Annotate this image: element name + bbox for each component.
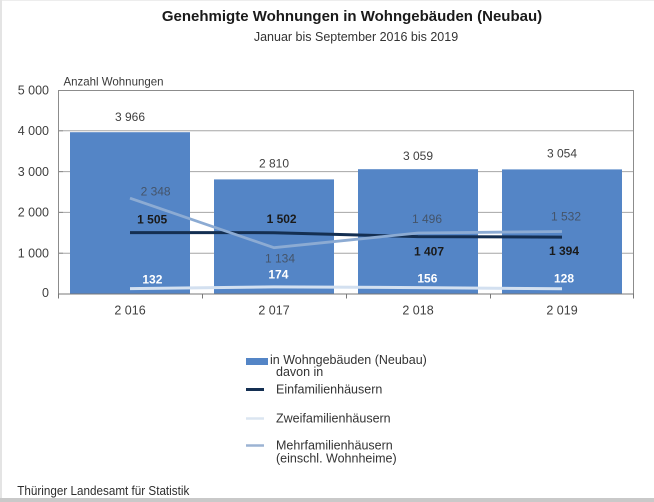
svg-text:3 000: 3 000 bbox=[18, 165, 49, 179]
svg-text:Anzahl Wohnungen: Anzahl Wohnungen bbox=[64, 74, 164, 88]
svg-text:in Wohngebäuden (Neubau): in Wohngebäuden (Neubau) bbox=[270, 353, 427, 367]
svg-text:128: 128 bbox=[554, 272, 574, 286]
svg-text:Mehrfamilienhäusern: Mehrfamilienhäusern bbox=[276, 439, 393, 453]
svg-text:4 000: 4 000 bbox=[18, 124, 49, 138]
svg-text:2 018: 2 018 bbox=[402, 304, 433, 318]
svg-text:2 000: 2 000 bbox=[18, 206, 49, 220]
svg-text:1 134: 1 134 bbox=[265, 252, 295, 266]
svg-text:1 532: 1 532 bbox=[551, 209, 581, 223]
svg-text:3 966: 3 966 bbox=[115, 110, 145, 124]
svg-text:3 059: 3 059 bbox=[403, 149, 433, 163]
svg-text:2 810: 2 810 bbox=[259, 157, 289, 171]
svg-text:1 496: 1 496 bbox=[412, 212, 442, 226]
svg-text:Einfamilienhäusern: Einfamilienhäusern bbox=[276, 383, 382, 397]
svg-text:1 505: 1 505 bbox=[137, 213, 167, 227]
svg-text:5 000: 5 000 bbox=[18, 83, 49, 97]
svg-text:0: 0 bbox=[42, 286, 49, 300]
svg-text:132: 132 bbox=[142, 272, 162, 286]
svg-text:2 348: 2 348 bbox=[141, 185, 171, 199]
svg-text:2 016: 2 016 bbox=[114, 304, 145, 318]
svg-text:174: 174 bbox=[268, 268, 288, 282]
svg-text:(einschl. Wohnheime): (einschl. Wohnheime) bbox=[276, 452, 397, 466]
svg-text:2 017: 2 017 bbox=[258, 304, 289, 318]
svg-text:Zweifamilienhäusern: Zweifamilienhäusern bbox=[276, 412, 391, 426]
svg-text:1 407: 1 407 bbox=[414, 244, 444, 258]
svg-text:1 502: 1 502 bbox=[267, 212, 297, 226]
svg-text:1 394: 1 394 bbox=[549, 244, 579, 258]
svg-text:156: 156 bbox=[417, 272, 437, 286]
svg-text:1 000: 1 000 bbox=[18, 246, 49, 260]
svg-text:Thüringer Landesamt für Statis: Thüringer Landesamt für Statistik bbox=[17, 484, 190, 498]
svg-text:3 054: 3 054 bbox=[547, 147, 577, 161]
svg-text:davon in: davon in bbox=[276, 365, 323, 379]
svg-text:2 019: 2 019 bbox=[546, 304, 577, 318]
